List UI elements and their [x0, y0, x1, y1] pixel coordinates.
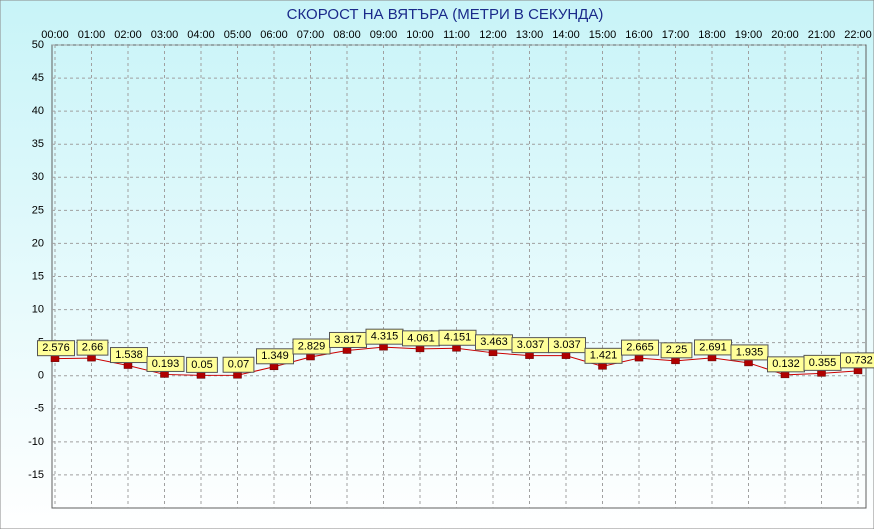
data-point [525, 352, 534, 359]
value-label-box [37, 340, 75, 357]
data-point [342, 347, 352, 354]
value-label: 2.691 [699, 341, 727, 353]
value-label-box [584, 347, 623, 364]
y-tick-label: 40 [32, 105, 44, 117]
value-label-box [146, 355, 185, 372]
value-label: 2.25 [666, 344, 687, 356]
x-tick-label: 08:00 [333, 29, 361, 41]
value-label-box [621, 339, 659, 356]
x-tick-label: 02:00 [114, 29, 142, 41]
value-label: 0.07 [228, 359, 249, 371]
value-label: 3.037 [553, 339, 581, 351]
x-tick-label: 15:00 [589, 29, 617, 41]
value-label-box [76, 339, 109, 356]
x-tick-label: 22:00 [844, 29, 872, 41]
value-label-box [256, 348, 294, 365]
y-tick-label: 20 [32, 237, 44, 249]
x-tick-label: 12:00 [479, 29, 507, 41]
value-label: 2.66 [82, 342, 103, 354]
data-point [233, 372, 242, 379]
data-point [744, 359, 753, 367]
value-label: 0.732 [845, 354, 873, 366]
chart-title: СКОРОСТ НА ВЯТЪРА (МЕТРИ В СЕКУНДА) [287, 6, 604, 23]
x-tick-label: 17:00 [662, 29, 690, 41]
data-point [452, 345, 461, 352]
y-tick-label: -10 [28, 436, 44, 448]
x-tick-label: 21:00 [808, 29, 836, 41]
x-tick-label: 07:00 [297, 29, 325, 41]
x-tick-label: 13:00 [516, 29, 544, 41]
value-label: 1.935 [736, 346, 764, 358]
data-point [196, 372, 206, 379]
data-point [488, 349, 498, 357]
data-point [780, 371, 790, 379]
data-point [123, 362, 133, 369]
value-label: 2.665 [626, 341, 654, 353]
value-label: 3.037 [517, 339, 545, 351]
data-point [50, 355, 60, 362]
value-label-box [548, 337, 586, 354]
x-tick-label: 19:00 [735, 29, 763, 41]
data-point [707, 354, 717, 362]
y-tick-label: 35 [32, 138, 44, 150]
x-tick-label: 00:00 [41, 29, 69, 41]
x-tick-label: 11:00 [443, 29, 470, 41]
x-tick-label: 05:00 [224, 29, 252, 41]
y-tick-label: 50 [32, 39, 44, 51]
y-tick-label: 0 [38, 370, 44, 382]
x-tick-label: 16:00 [625, 29, 653, 41]
value-label: 3.463 [480, 336, 508, 348]
data-point [379, 343, 388, 351]
value-label-box [110, 347, 148, 364]
value-label-box [660, 342, 693, 359]
value-label: 2.829 [298, 340, 326, 352]
x-tick-label: 03:00 [151, 29, 179, 41]
data-point [817, 370, 826, 377]
value-label: 4.315 [371, 331, 399, 343]
value-label: 0.132 [772, 358, 800, 370]
data-point [561, 352, 571, 359]
value-label: 2.576 [42, 342, 70, 354]
value-label-box [186, 356, 218, 373]
data-point [87, 354, 96, 362]
value-label: 0.355 [809, 357, 837, 369]
value-label: 0.193 [152, 358, 180, 370]
x-tick-label: 04:00 [187, 29, 215, 41]
data-point [598, 363, 607, 370]
value-label: 4.061 [407, 332, 435, 344]
value-label-box [840, 352, 874, 369]
value-label: 0.05 [191, 359, 212, 371]
value-label: 1.421 [590, 350, 618, 362]
data-point [671, 357, 680, 365]
y-tick-label: 25 [32, 204, 44, 216]
x-tick-label: 10:00 [406, 29, 434, 41]
x-tick-label: 06:00 [260, 29, 288, 41]
y-tick-label: 30 [32, 171, 44, 183]
value-label-box [222, 356, 255, 373]
value-label: 1.538 [115, 349, 143, 361]
x-tick-label: 09:00 [370, 29, 398, 41]
y-tick-label: 15 [32, 270, 44, 282]
data-point [160, 371, 169, 378]
x-tick-label: 14:00 [552, 29, 580, 41]
x-tick-label: 20:00 [771, 29, 799, 41]
value-label-box [730, 344, 769, 361]
y-tick-label: 45 [32, 72, 44, 84]
x-tick-label: 01:00 [78, 29, 106, 41]
value-label: 1.349 [261, 350, 289, 362]
x-tick-label: 18:00 [698, 29, 726, 41]
data-point [269, 363, 279, 371]
value-label: 3.817 [334, 334, 362, 346]
data-point [306, 353, 315, 361]
y-tick-label: -5 [34, 403, 44, 415]
y-tick-label: 10 [32, 303, 44, 315]
data-point [853, 367, 863, 375]
data-point [634, 354, 644, 362]
y-tick-label: -15 [28, 469, 44, 481]
value-label: 4.151 [444, 332, 472, 344]
data-point [415, 345, 425, 353]
